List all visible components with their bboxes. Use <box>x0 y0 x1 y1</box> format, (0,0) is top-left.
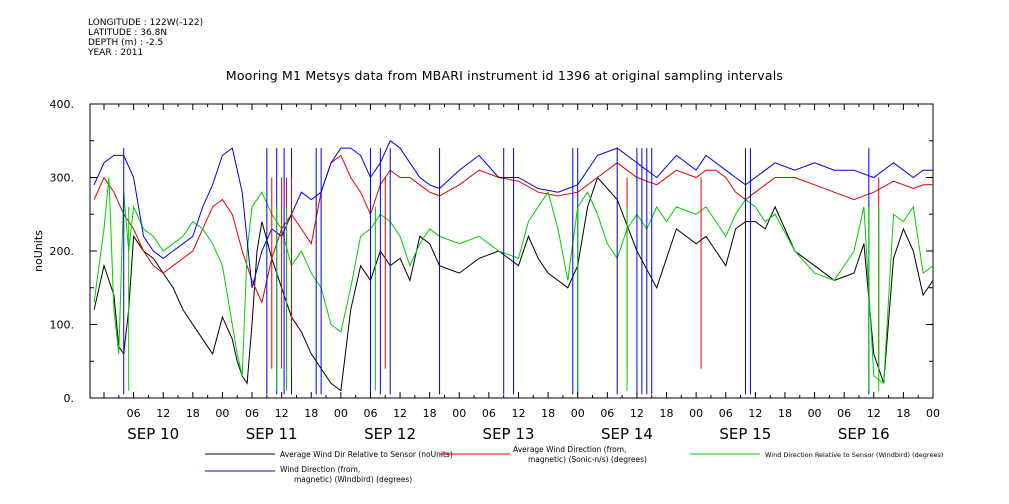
x-day-label: SEP 11 <box>246 425 298 443</box>
x-tick-label: 00 <box>808 407 822 420</box>
y-axis-label: noUnits <box>32 230 45 272</box>
depth-text: DEPTH (m) : -2.5 <box>88 38 164 48</box>
legend-label-blue-2: magnetic) (Windbird) (degrees) <box>294 475 412 484</box>
chart-title: Mooring M1 Metsys data from MBARI instru… <box>225 68 784 83</box>
x-tick-label: 18 <box>778 407 792 420</box>
x-tick-label: 06 <box>127 407 141 420</box>
legend-label-black: Average Wind Dir Relative to Sensor (noU… <box>280 450 453 459</box>
x-tick-label: 12 <box>512 407 526 420</box>
x-tick-label: 18 <box>896 407 910 420</box>
x-tick-label: 12 <box>275 407 289 420</box>
year-text: YEAR : 2011 <box>88 48 144 58</box>
y-tick-label: 400. <box>50 98 75 111</box>
legend-label-blue-1: Wind Direction (from, <box>280 465 360 474</box>
y-tick-label: 0. <box>64 392 75 405</box>
series-line-0 <box>93 176 934 392</box>
x-tick-label: 00 <box>571 407 585 420</box>
x-tick-label: 06 <box>600 407 614 420</box>
metadata-block: LONGITUDE : 122W(-122) LATITUDE : 36.8N … <box>88 18 203 58</box>
x-tick-label: 18 <box>304 407 318 420</box>
longitude-text: LONGITUDE : 122W(-122) <box>88 18 204 28</box>
x-tick-label: 18 <box>541 407 555 420</box>
x-day-label: SEP 15 <box>719 425 771 443</box>
axis-layer: 0. 100. 200. 300. 400. 06 12 18 00 06 12 18 00 06 12 18… <box>50 98 941 443</box>
legend-label-red-2: magnetic) (Sonic-n/s) (degrees) <box>528 455 647 464</box>
legend-label-green: Wind Direction Relative to Sensor (Windb… <box>765 451 943 459</box>
x-tick-label: 00 <box>452 407 466 420</box>
x-tick-label: 06 <box>837 407 851 420</box>
x-tick-label: 06 <box>363 407 377 420</box>
x-tick-label: 12 <box>748 407 762 420</box>
series-line-3 <box>93 140 933 288</box>
x-day-label: SEP 13 <box>483 425 535 443</box>
x-tick-label: 18 <box>423 407 437 420</box>
x-tick-label: 18 <box>186 407 200 420</box>
y-tick-label: 200. <box>50 245 75 258</box>
plot-frame <box>89 103 934 399</box>
series-layer <box>93 140 934 395</box>
x-tick-label: 12 <box>867 407 881 420</box>
x-tick-label: 06 <box>719 407 733 420</box>
x-day-label: SEP 10 <box>127 425 179 443</box>
x-day-label: SEP 16 <box>838 425 890 443</box>
x-tick-label: 00 <box>926 407 940 420</box>
legend: Average Wind Dir Relative to Sensor (noU… <box>205 445 943 484</box>
x-tick-label: 00 <box>334 407 348 420</box>
x-tick-label: 12 <box>156 407 170 420</box>
x-tick-label: 12 <box>393 407 407 420</box>
y-tick-label: 300. <box>50 172 75 185</box>
x-tick-label: 00 <box>689 407 703 420</box>
x-tick-label: 06 <box>245 407 259 420</box>
series-line-1 <box>93 154 933 304</box>
legend-label-red-1: Average Wind Direction (from, <box>513 445 626 454</box>
x-tick-label: 00 <box>215 407 229 420</box>
x-tick-label: 12 <box>630 407 644 420</box>
x-day-label: SEP 14 <box>601 425 653 443</box>
x-day-label: SEP 12 <box>364 425 416 443</box>
latitude-text: LATITUDE : 36.8N <box>88 28 168 38</box>
x-tick-label: 18 <box>660 407 674 420</box>
series-line-2 <box>93 177 934 385</box>
x-tick-label: 06 <box>482 407 496 420</box>
y-tick-label: 100. <box>50 319 75 332</box>
